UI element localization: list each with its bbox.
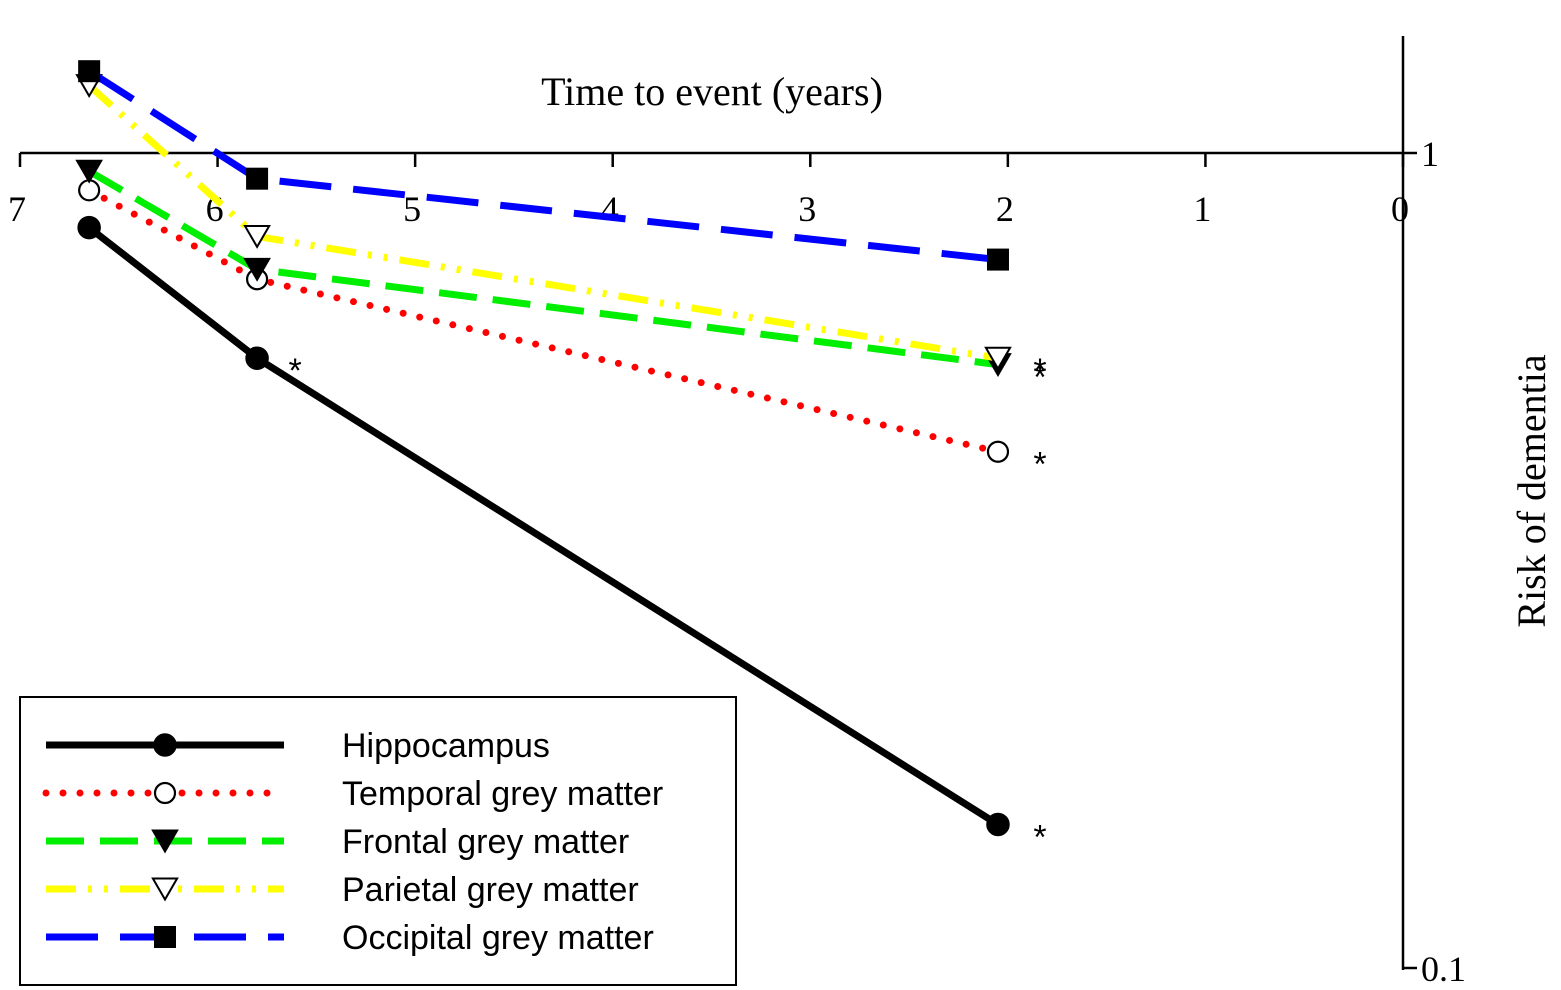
series-line xyxy=(86,82,999,362)
legend-label: Frontal grey matter xyxy=(342,823,629,861)
data-point xyxy=(75,159,103,184)
y-tick-label: 1 xyxy=(1421,134,1439,174)
legend-entry: Hippocampus xyxy=(46,727,550,765)
data-point xyxy=(986,812,1010,837)
series-parietal-grey-matter: * xyxy=(75,74,1047,390)
legend-marker xyxy=(151,829,179,854)
x-tick-label: 1 xyxy=(1193,189,1211,229)
legend: Hippocampus Temporal grey matter Frontal g… xyxy=(19,696,737,986)
x-tick-label: 7 xyxy=(8,189,26,229)
legend-label: Occipital grey matter xyxy=(342,919,654,957)
data-point xyxy=(246,167,269,190)
y-tick-label: 0.1 xyxy=(1421,949,1466,989)
legend-entry: Parietal grey matter xyxy=(46,871,639,909)
data-point xyxy=(984,346,1012,371)
legend-marker xyxy=(151,877,179,902)
legend-label: Temporal grey matter xyxy=(342,775,663,813)
series-line xyxy=(85,186,1002,456)
data-point xyxy=(77,215,101,240)
legend-label: Hippocampus xyxy=(342,727,550,765)
x-tick-label: 2 xyxy=(996,189,1014,229)
x-tick-label: 0 xyxy=(1391,189,1409,229)
legend-marker xyxy=(154,926,176,948)
x-axis-title: Time to event (years) xyxy=(541,69,883,114)
data-point xyxy=(243,257,271,282)
legend-label: Parietal grey matter xyxy=(342,871,639,909)
data-point xyxy=(986,248,1009,271)
series-layer: ***** xyxy=(75,60,1047,856)
data-point xyxy=(986,440,1010,463)
data-point xyxy=(243,224,271,249)
significance-star: * xyxy=(1033,359,1046,397)
series-hippocampus: ** xyxy=(77,215,1047,856)
y-axis-title: Risk of dementia xyxy=(1509,354,1554,628)
data-point xyxy=(245,346,269,370)
data-point xyxy=(78,60,101,83)
legend-marker xyxy=(153,781,177,805)
x-tick-label: 3 xyxy=(798,189,816,229)
significance-star: * xyxy=(1033,818,1046,856)
significance-star: * xyxy=(288,352,301,390)
legend-entry: Frontal grey matter xyxy=(46,823,629,861)
series-occipital-grey-matter xyxy=(78,60,1009,271)
legend-entry: Temporal grey matter xyxy=(42,775,663,813)
x-tick-label: 5 xyxy=(403,189,421,229)
significance-star: * xyxy=(1033,352,1046,390)
legend-entry: Occipital grey matter xyxy=(46,919,654,957)
legend-marker xyxy=(153,733,177,757)
x-tick-label: 4 xyxy=(601,189,619,229)
significance-star: * xyxy=(1033,446,1046,484)
